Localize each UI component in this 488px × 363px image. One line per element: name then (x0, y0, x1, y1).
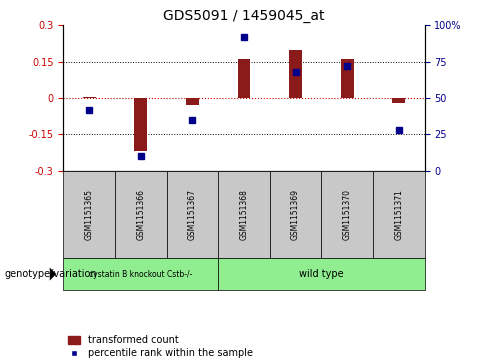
Bar (322, 171, 373, 258)
Text: GSM1151366: GSM1151366 (136, 189, 145, 240)
Text: GSM1151365: GSM1151365 (85, 189, 94, 240)
Bar (270, 171, 322, 258)
Text: cystatin B knockout Cstb-/-: cystatin B knockout Cstb-/- (89, 270, 192, 278)
Bar (63, 171, 115, 258)
Bar (115, 171, 166, 258)
Bar (238, 59, 250, 98)
Bar (186, 98, 199, 105)
Bar (218, 258, 425, 290)
Bar (341, 59, 354, 98)
Text: GSM1151369: GSM1151369 (291, 189, 300, 240)
Bar (289, 50, 302, 98)
Text: GSM1151371: GSM1151371 (394, 189, 403, 240)
Text: GSM1151367: GSM1151367 (188, 189, 197, 240)
Bar (63, 258, 218, 290)
Text: GSM1151370: GSM1151370 (343, 189, 352, 240)
Bar (166, 171, 218, 258)
Text: GSM1151368: GSM1151368 (240, 189, 248, 240)
Title: GDS5091 / 1459045_at: GDS5091 / 1459045_at (163, 9, 325, 23)
Text: wild type: wild type (299, 269, 344, 279)
Bar (83, 97, 96, 98)
Bar (134, 98, 147, 151)
Bar (218, 171, 270, 258)
Legend: transformed count, percentile rank within the sample: transformed count, percentile rank withi… (68, 335, 253, 358)
Bar (373, 171, 425, 258)
Bar (392, 98, 405, 103)
Polygon shape (50, 268, 56, 281)
Text: genotype/variation: genotype/variation (5, 269, 98, 279)
